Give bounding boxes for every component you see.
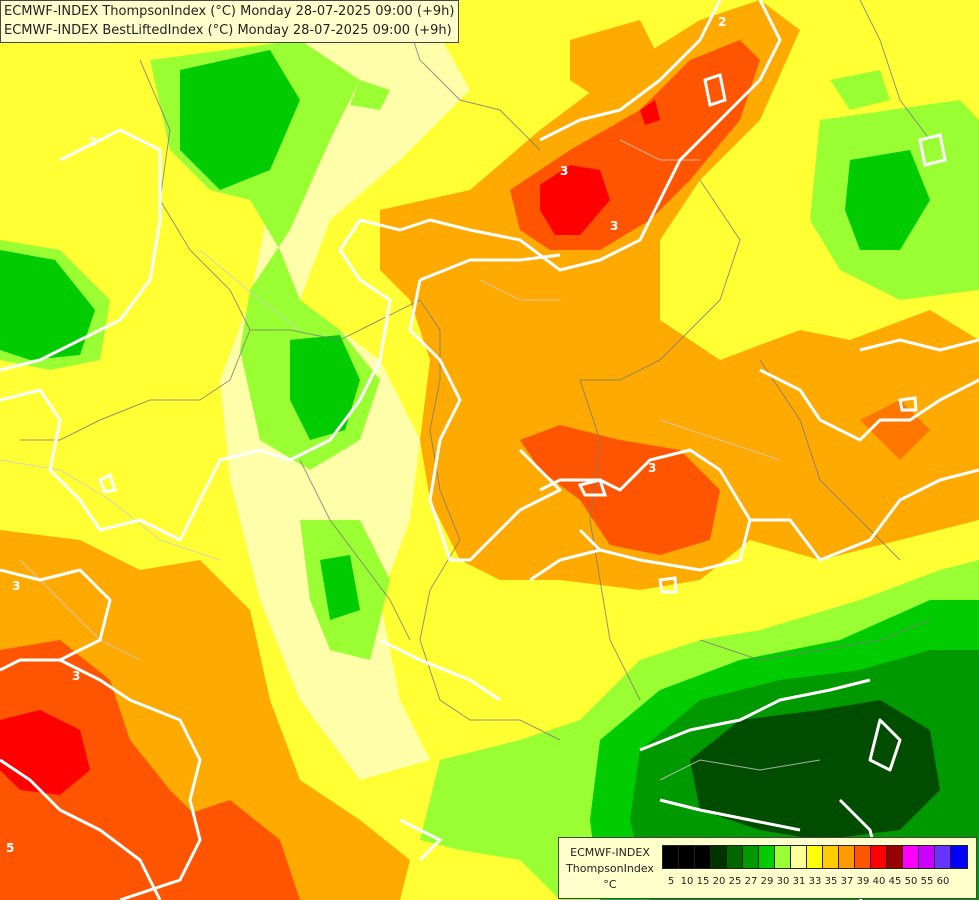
legend-tick-label: 10 [680, 876, 694, 887]
legend-swatch [919, 846, 935, 868]
green-area-northwest [180, 50, 300, 190]
legend-swatch [791, 846, 807, 868]
legend-swatch [711, 846, 727, 868]
contour-label: 3 [648, 461, 656, 475]
legend-tick-label: 5 [667, 876, 675, 887]
legend-tick-label: 50 [904, 876, 918, 887]
legend-swatch [695, 846, 711, 868]
legend-tick-label: 60 [936, 876, 950, 887]
legend-swatch [727, 846, 743, 868]
legend-swatch [823, 846, 839, 868]
legend-swatch [775, 846, 791, 868]
legend-parameter-label: ThompsonIndex [566, 862, 654, 875]
legend-tick-label: 55 [920, 876, 934, 887]
legend-swatch [839, 846, 855, 868]
legend-swatch [903, 846, 919, 868]
legend-tick-label: 29 [760, 876, 774, 887]
map-header: ECMWF-INDEX ThompsonIndex (°C) Monday 28… [0, 0, 460, 43]
contour-label: 5 [6, 841, 14, 855]
legend-swatch [743, 846, 759, 868]
legend-tick-label: 20 [712, 876, 726, 887]
legend-swatch [871, 846, 887, 868]
legend-swatch [663, 846, 679, 868]
legend-tick-label: 39 [856, 876, 870, 887]
legend-tick-label: 35 [824, 876, 838, 887]
legend-tick-label: 40 [872, 876, 886, 887]
legend-swatch [679, 846, 695, 868]
header-line-thompson-index: ECMWF-INDEX ThompsonIndex (°C) Monday 28… [4, 4, 455, 19]
legend-tick-label: 25 [728, 876, 742, 887]
contour-label: 3 [610, 219, 618, 233]
contour-label: 2 [88, 135, 96, 149]
legend-swatch [951, 846, 967, 868]
contour-label: 3 [72, 669, 80, 683]
legend-tick-label: 33 [808, 876, 822, 887]
legend-unit-label: °C [603, 878, 617, 891]
contour-loops [98, 73, 947, 594]
contour-label: 3 [12, 579, 20, 593]
legend-tick-label: 37 [840, 876, 854, 887]
legend-swatch [759, 846, 775, 868]
contour-label: 2 [718, 15, 726, 29]
legend-swatch [807, 846, 823, 868]
contour-label: 3 [560, 164, 568, 178]
legend-swatch [887, 846, 903, 868]
legend-tick-labels: 5 10 15 20 25 27 29 30 31 33 35 37 39 40 45 50 55 60 [662, 876, 979, 890]
legend-tick-label: 15 [696, 876, 710, 887]
legend-color-bar [662, 845, 968, 869]
legend-swatch [855, 846, 871, 868]
contour-value-labels: 2 3 3 3 3 2 3 5 [6, 15, 726, 855]
region-borders [0, 139, 821, 781]
legend-tick-label: 45 [888, 876, 902, 887]
red-core-north [540, 165, 610, 235]
color-legend: ECMWF-INDEX ThompsonIndex °C 5 10 15 20 25 27… [558, 837, 977, 899]
legend-tick-label: 27 [744, 876, 758, 887]
header-line-lifted-index: ECMWF-INDEX BestLiftedIndex (°C) Monday … [4, 23, 452, 38]
legend-tick-label: 31 [792, 876, 806, 887]
legend-tick-label: 30 [776, 876, 790, 887]
legend-model-label: ECMWF-INDEX [570, 846, 650, 859]
legend-swatch [935, 846, 951, 868]
